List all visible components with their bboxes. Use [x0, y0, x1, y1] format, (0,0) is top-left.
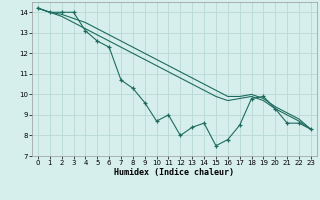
X-axis label: Humidex (Indice chaleur): Humidex (Indice chaleur): [115, 168, 234, 177]
